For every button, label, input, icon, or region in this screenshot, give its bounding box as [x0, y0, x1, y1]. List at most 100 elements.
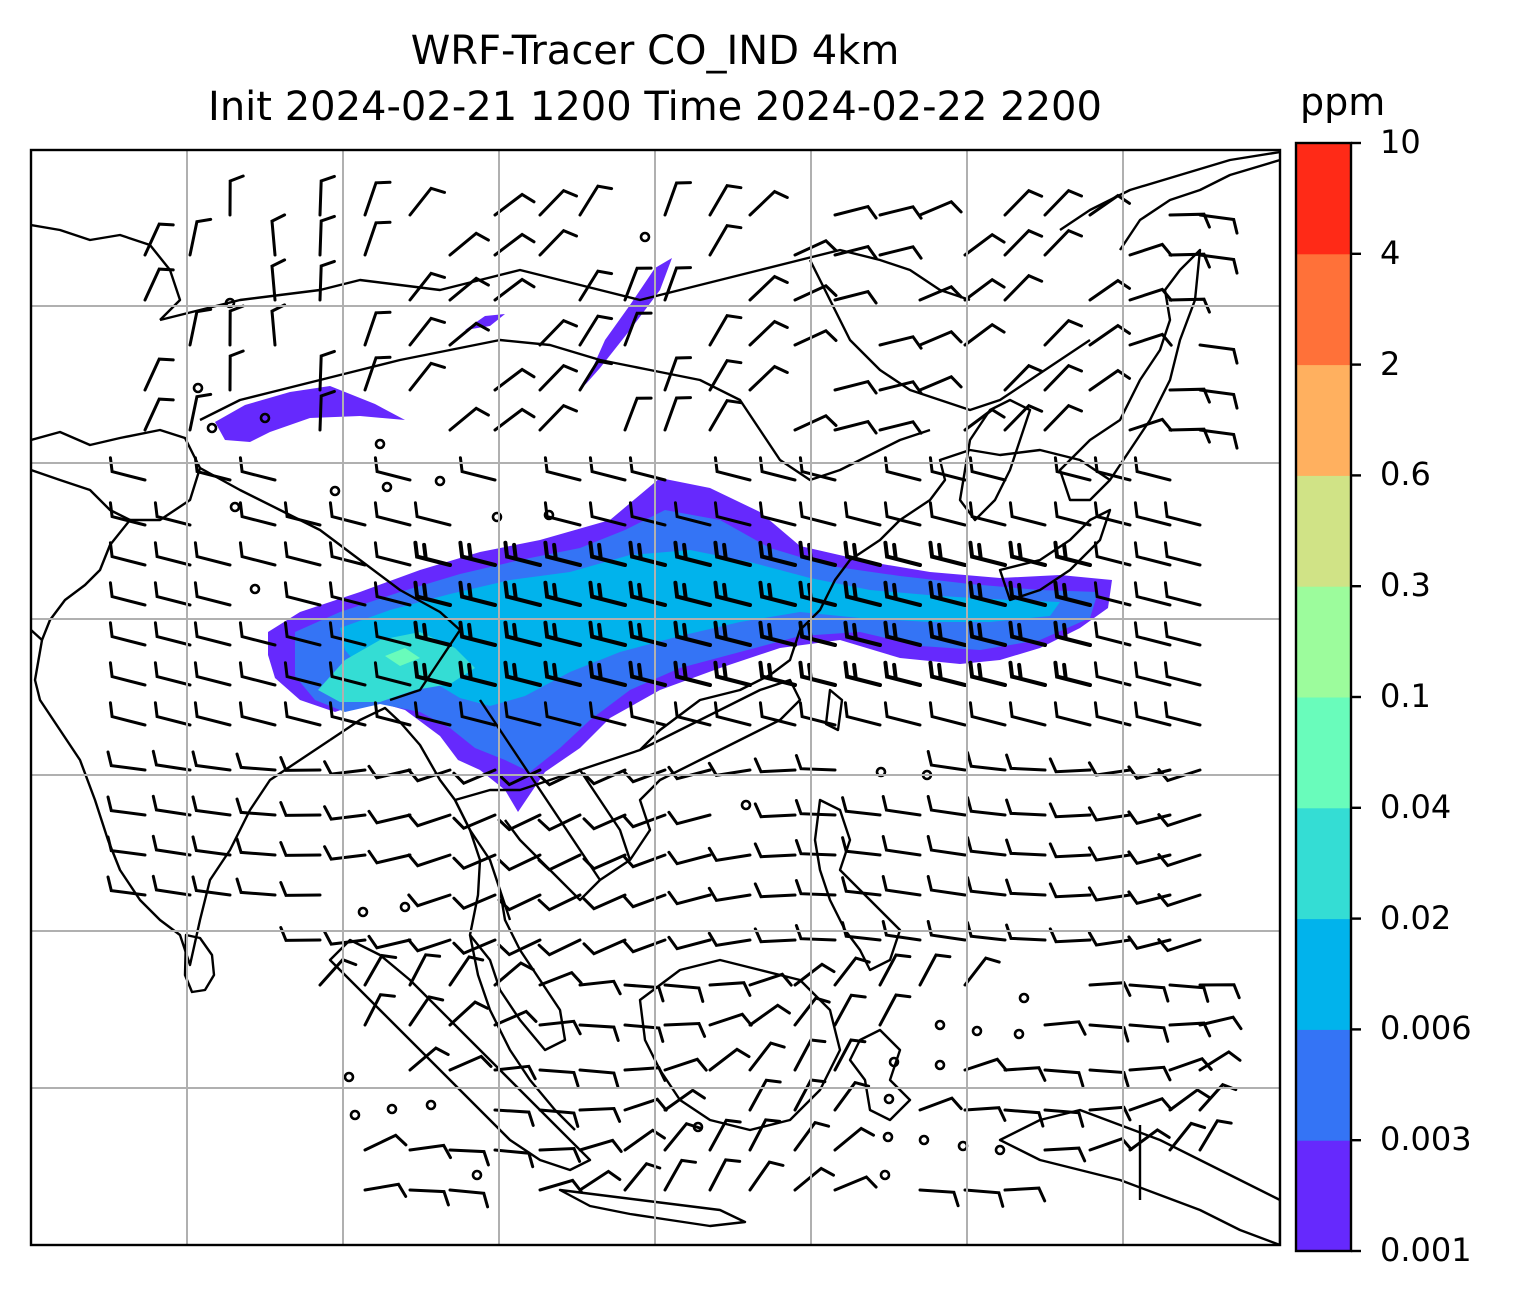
wind-barb [963, 1057, 1008, 1072]
wind-barb [1043, 188, 1083, 217]
wind-barb [448, 955, 485, 987]
wind-barb [1163, 701, 1202, 727]
wind-barb [793, 1166, 835, 1192]
wind-barb [1003, 1066, 1047, 1082]
wind-barb [363, 180, 392, 217]
wind-barb [758, 540, 797, 567]
wind-barb [108, 621, 147, 647]
wind-barb [708, 1158, 742, 1192]
wind-barb [108, 661, 147, 687]
wind-barb [323, 805, 367, 821]
wind-barb [833, 956, 871, 987]
wind-barb [1005, 838, 1047, 857]
wind-barb [578, 1106, 622, 1123]
calm-wind-circle [343, 1071, 355, 1083]
wind-barb [707, 931, 752, 948]
wind-barb [963, 407, 1006, 432]
wind-barb [878, 953, 912, 987]
wind-barb [191, 795, 232, 817]
wind-barb [328, 621, 367, 647]
wind-barb [373, 621, 412, 647]
wind-barb [748, 1118, 782, 1152]
wind-barb [191, 750, 232, 772]
wind-barb [1168, 297, 1211, 314]
wind-barb [578, 1068, 620, 1088]
wind-barb [493, 367, 536, 392]
wind-barb [878, 993, 912, 1027]
wind-barb [1127, 935, 1172, 951]
wind-barb [713, 620, 752, 647]
wind-barb [493, 1148, 535, 1169]
wind-barb [582, 938, 627, 956]
wind-barb [235, 752, 277, 772]
calm-wind-circle [259, 412, 271, 424]
wind-barb [458, 620, 497, 647]
wind-barb [538, 1178, 583, 1193]
wind-barb [926, 835, 967, 857]
wind-barb [883, 540, 922, 567]
colorbar-tick-label: 0.1 [1380, 677, 1431, 715]
wind-barb [143, 397, 175, 432]
wind-barb [623, 983, 665, 1003]
wind-barb [408, 271, 446, 302]
wind-barb [363, 310, 392, 347]
wind-barb [713, 501, 752, 527]
wind-barb [1053, 620, 1092, 647]
colorbar-tick-label: 2 [1380, 344, 1401, 383]
wind-barb [328, 541, 367, 567]
wind-barb [963, 1106, 1007, 1122]
wind-barb [363, 953, 398, 987]
wind-barb [623, 1023, 665, 1043]
wind-barb [328, 581, 367, 607]
wind-barb [663, 396, 692, 432]
wind-barb [1157, 893, 1202, 908]
wind-barb [318, 389, 336, 432]
wind-barb [153, 661, 192, 687]
wind-barb [270, 213, 287, 257]
wind-barb [108, 541, 147, 567]
wind-barb [663, 356, 692, 392]
wind-barb [413, 540, 452, 567]
wind-barb [193, 661, 232, 687]
coastline-java [558, 1188, 747, 1228]
wind-barb [1043, 1020, 1087, 1036]
wind-barb [708, 1012, 753, 1027]
coastline-sulawesi [848, 1028, 912, 1122]
wind-barb [153, 501, 192, 527]
wind-barb [408, 1143, 452, 1160]
wind-barb [707, 886, 752, 903]
wind-barb [1088, 323, 1131, 347]
wind-barb [543, 580, 582, 607]
wind-barb [448, 276, 490, 302]
wind-barb [623, 1097, 668, 1112]
wind-barb [191, 875, 232, 897]
wind-barb [1198, 253, 1239, 275]
wind-barb [363, 355, 392, 392]
wind-barb [881, 795, 922, 817]
wind-barb [318, 174, 336, 217]
wind-barb [966, 876, 1007, 897]
wind-barb [758, 580, 797, 607]
wind-barb [1043, 363, 1083, 392]
wind-barb [279, 801, 322, 817]
wind-barb [408, 995, 445, 1027]
wind-barb [1093, 701, 1132, 727]
wind-barb [328, 501, 367, 527]
wind-barb [928, 620, 967, 647]
wind-barb [748, 1078, 782, 1112]
wind-barb [753, 842, 797, 859]
wind-barb [493, 277, 536, 302]
wind-barb [373, 661, 412, 687]
wind-barb [753, 927, 797, 944]
border-mongolia [199, 338, 931, 482]
wind-barb [448, 1054, 493, 1072]
calm-wind-circle [329, 485, 341, 497]
wind-barb [108, 701, 147, 727]
wind-barb [458, 660, 497, 687]
wind-barb [193, 701, 232, 727]
wind-barb [753, 802, 797, 819]
wind-barb [537, 813, 582, 832]
wind-barb [1003, 403, 1044, 432]
calm-wind-circle [934, 1019, 946, 1031]
wind-barb [283, 501, 322, 527]
